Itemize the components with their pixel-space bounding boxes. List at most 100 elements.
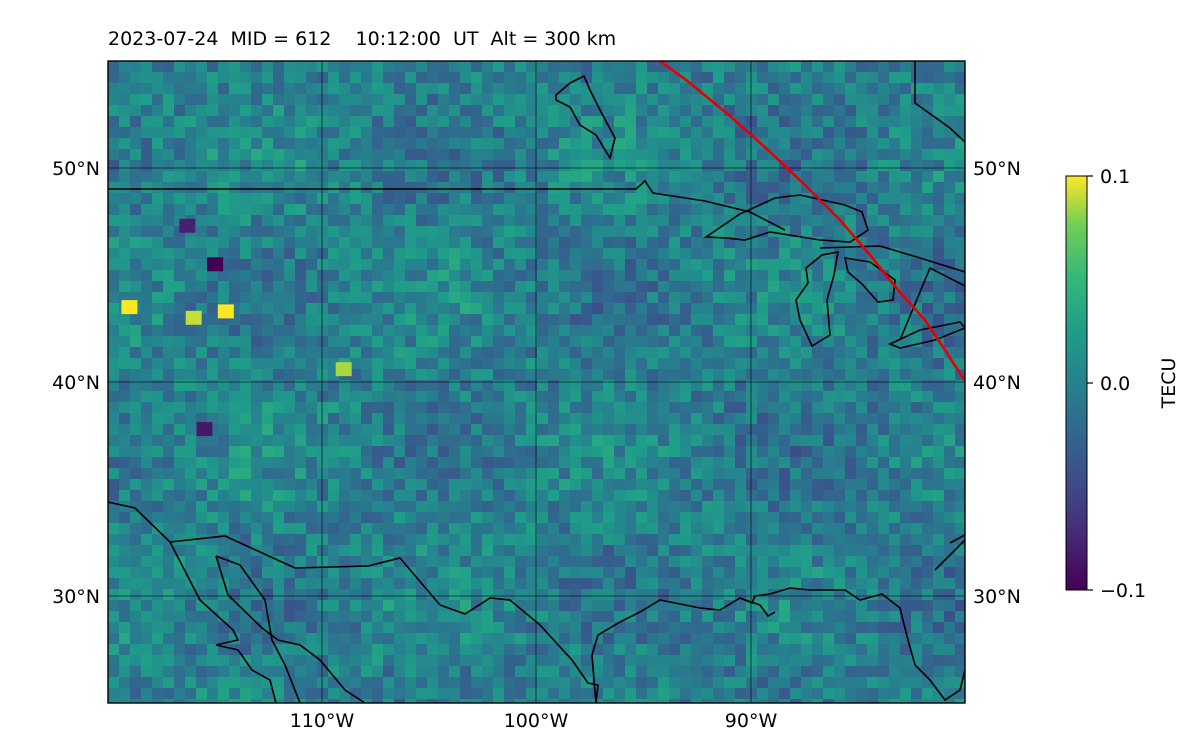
tec-pixel <box>394 215 405 226</box>
tec-pixel <box>119 248 130 259</box>
tec-pixel <box>735 435 746 446</box>
tec-pixel <box>108 534 119 545</box>
tec-pixel <box>570 446 581 457</box>
tec-pixel <box>614 435 625 446</box>
tec-pixel <box>427 259 438 270</box>
tec-pixel <box>625 347 636 358</box>
tec-pixel <box>119 61 130 72</box>
tec-pixel <box>889 380 900 391</box>
tec-pixel <box>526 347 537 358</box>
tec-pixel <box>273 292 284 303</box>
tec-pixel <box>867 127 878 138</box>
tec-pixel <box>603 402 614 413</box>
tec-pixel <box>240 215 251 226</box>
tec-pixel <box>845 149 856 160</box>
tec-pixel <box>933 182 944 193</box>
tec-pixel <box>416 688 427 699</box>
tec-pixel <box>295 402 306 413</box>
tec-pixel <box>372 61 383 72</box>
tec-pixel <box>383 182 394 193</box>
tec-pixel <box>548 490 559 501</box>
tec-pixel <box>603 127 614 138</box>
tec-pixel <box>625 424 636 435</box>
tec-pixel <box>592 237 603 248</box>
tec-pixel <box>218 314 229 325</box>
tec-pixel <box>746 292 757 303</box>
tec-pixel <box>537 116 548 127</box>
tec-pixel <box>933 248 944 259</box>
tec-pixel <box>361 424 372 435</box>
tec-pixel <box>856 556 867 567</box>
tec-pixel <box>427 270 438 281</box>
tec-pixel <box>757 446 768 457</box>
tec-pixel <box>746 633 757 644</box>
tec-pixel <box>482 248 493 259</box>
tec-hotspot <box>217 304 234 319</box>
tec-pixel <box>889 611 900 622</box>
tec-pixel <box>757 237 768 248</box>
lat-label-50: 50°N <box>52 158 100 180</box>
tec-pixel <box>372 534 383 545</box>
tec-pixel <box>636 644 647 655</box>
tec-pixel <box>944 138 955 149</box>
tec-pixel <box>438 94 449 105</box>
tec-pixel <box>537 677 548 688</box>
tec-pixel <box>636 578 647 589</box>
tec-pixel <box>471 589 482 600</box>
tec-pixel <box>768 501 779 512</box>
tec-pixel <box>394 83 405 94</box>
tec-pixel <box>867 193 878 204</box>
tec-pixel <box>218 215 229 226</box>
tec-pixel <box>328 666 339 677</box>
tec-pixel <box>130 677 141 688</box>
tec-pixel <box>273 589 284 600</box>
tec-pixel <box>438 446 449 457</box>
tec-pixel <box>900 666 911 677</box>
tec-pixel <box>317 391 328 402</box>
tec-pixel <box>251 677 262 688</box>
tec-pixel <box>856 644 867 655</box>
tec-pixel <box>801 248 812 259</box>
tec-pixel <box>669 193 680 204</box>
tec-pixel <box>746 281 757 292</box>
tec-pixel <box>361 402 372 413</box>
tec-pixel <box>119 237 130 248</box>
tec-pixel <box>636 292 647 303</box>
tec-pixel <box>746 237 757 248</box>
tec-pixel <box>658 204 669 215</box>
tec-pixel <box>537 94 548 105</box>
tec-pixel <box>911 413 922 424</box>
tec-pixel <box>119 490 130 501</box>
tec-pixel <box>559 611 570 622</box>
tec-pixel <box>944 336 955 347</box>
tec-pixel <box>537 479 548 490</box>
tec-pixel <box>933 292 944 303</box>
tec-pixel <box>405 160 416 171</box>
tec-pixel <box>471 127 482 138</box>
tec-pixel <box>911 182 922 193</box>
tec-pixel <box>460 666 471 677</box>
tec-pixel <box>196 644 207 655</box>
tec-pixel <box>559 534 570 545</box>
tec-pixel <box>438 677 449 688</box>
tec-pixel <box>295 204 306 215</box>
tec-pixel <box>185 424 196 435</box>
tec-pixel <box>317 468 328 479</box>
tec-pixel <box>559 248 570 259</box>
tec-pixel <box>570 578 581 589</box>
tec-pixel <box>680 688 691 699</box>
tec-pixel <box>592 644 603 655</box>
tec-pixel <box>900 281 911 292</box>
tec-pixel <box>471 325 482 336</box>
tec-pixel <box>735 314 746 325</box>
tec-pixel <box>570 149 581 160</box>
tec-pixel <box>427 193 438 204</box>
tec-pixel <box>735 193 746 204</box>
tec-pixel <box>174 105 185 116</box>
tec-pixel <box>790 545 801 556</box>
tec-pixel <box>856 600 867 611</box>
tec-pixel <box>823 534 834 545</box>
tec-pixel <box>724 314 735 325</box>
tec-pixel <box>735 182 746 193</box>
tec-pixel <box>746 655 757 666</box>
